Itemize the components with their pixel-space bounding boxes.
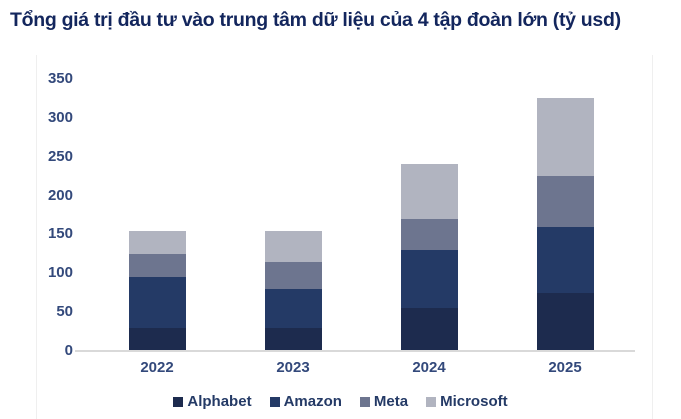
legend-item-amazon: Amazon bbox=[269, 393, 342, 410]
bar-2023-meta-segment bbox=[264, 262, 322, 289]
legend-item-alphabet: Alphabet bbox=[173, 393, 252, 410]
y-axis-tick-0: 0 bbox=[64, 342, 73, 359]
legend: Alphabet Amazon Meta Microsoft bbox=[0, 393, 681, 410]
bar-2022-meta-segment bbox=[128, 254, 186, 277]
x-axis-line bbox=[75, 350, 635, 352]
y-axis-tick-150: 150 bbox=[47, 225, 73, 243]
bar-2024-meta-segment bbox=[400, 219, 458, 250]
y-axis-tick-200: 200 bbox=[47, 186, 73, 204]
legend-label-alphabet: Alphabet bbox=[187, 393, 252, 410]
legend-item-meta: Meta bbox=[359, 393, 409, 410]
bar-2022-microsoft-segment bbox=[128, 231, 186, 254]
chart-title: Tổng giá trị đầu tư vào trung tâm dữ liệ… bbox=[10, 9, 621, 31]
bar-2024-amazon-segment bbox=[400, 250, 458, 308]
bar-2023-microsoft-segment bbox=[264, 231, 322, 262]
legend-swatch-amazon bbox=[269, 396, 280, 407]
legend-label-microsoft: Microsoft bbox=[440, 393, 508, 410]
y-axis-tick-250: 250 bbox=[47, 147, 73, 165]
bar-2025-alphabet-segment bbox=[536, 293, 594, 351]
bar-2024-microsoft-segment bbox=[400, 164, 458, 219]
y-axis-tick-100: 100 bbox=[47, 264, 73, 282]
bar-2022-alphabet-segment bbox=[128, 328, 186, 351]
legend-swatch-microsoft bbox=[426, 396, 437, 407]
y-axis-tick-50: 50 bbox=[56, 303, 73, 321]
bar-2025-amazon-segment bbox=[536, 227, 594, 293]
y-axis-tick-350: 350 bbox=[47, 70, 73, 87]
bar-2023-alphabet-segment bbox=[264, 328, 322, 351]
bar-2023-amazon-segment bbox=[264, 289, 322, 328]
legend-label-meta: Meta bbox=[373, 393, 409, 410]
card-border-left bbox=[36, 55, 37, 419]
x-axis-label-2022: 2022 bbox=[140, 359, 174, 376]
legend-swatch-meta bbox=[359, 396, 370, 407]
bar-2024-alphabet-segment bbox=[400, 308, 458, 351]
x-axis-label-2025: 2025 bbox=[548, 359, 582, 376]
bar-2025-meta-segment bbox=[536, 176, 594, 227]
card-border-right bbox=[652, 55, 653, 419]
bar-2025-microsoft-segment bbox=[536, 98, 594, 176]
y-axis-tick-300: 300 bbox=[47, 108, 73, 126]
bar-2022-amazon-segment bbox=[128, 277, 186, 328]
legend-swatch-alphabet bbox=[173, 396, 184, 407]
x-axis-label-2023: 2023 bbox=[276, 359, 310, 376]
legend-label-amazon: Amazon bbox=[283, 393, 342, 410]
legend-item-microsoft: Microsoft bbox=[426, 393, 508, 410]
x-axis-label-2024: 2024 bbox=[412, 359, 446, 376]
